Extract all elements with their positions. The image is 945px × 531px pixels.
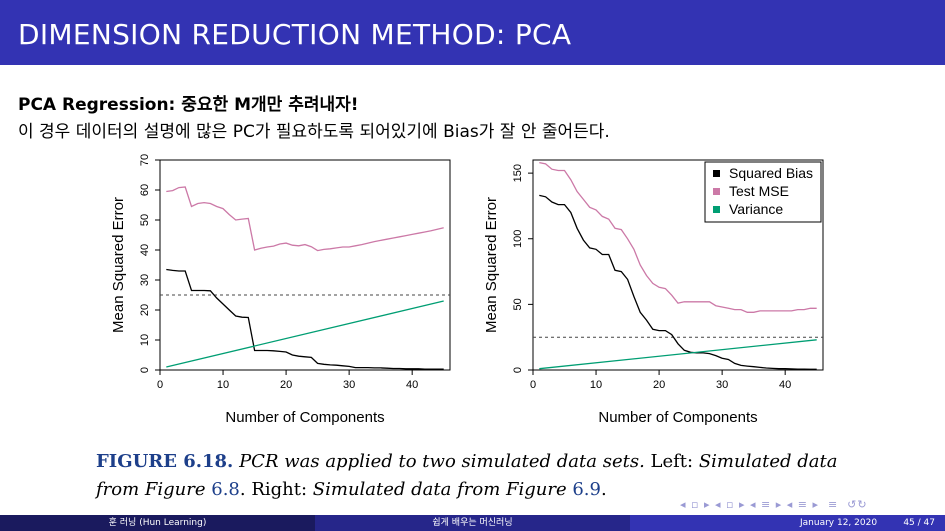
series-line-bias	[539, 194, 817, 370]
chart-left: 0 10 20 30 40 0 10 20 30 40 50 60 70 Number of Compon…	[110, 154, 451, 426]
series-line-bias	[166, 268, 444, 370]
plot-frame	[159, 159, 451, 371]
caption-ref-1[interactable]: 6.8	[211, 479, 240, 500]
footer-author: 훈 러닝 (Hun Learning)	[0, 515, 315, 531]
footer-course: 쉽게 배우는 머신러닝	[315, 515, 630, 531]
footer-info: January 12, 2020 45 / 47	[630, 515, 945, 531]
y-tick-label-2: 20	[139, 304, 151, 316]
series-line-variance	[539, 339, 817, 370]
footer: 훈 러닝 (Hun Learning) 쉽게 배우는 머신러닝 January …	[0, 515, 945, 531]
x-tick-label-1: 10	[217, 379, 229, 391]
title-bar: DIMENSION REDUCTION METHOD: PCA	[0, 0, 945, 65]
legend-swatch-0	[713, 170, 720, 177]
y-tick-label-2: 100	[512, 230, 524, 248]
legend-label-1: Test MSE	[729, 183, 789, 199]
x-tick-label-2: 20	[653, 379, 665, 391]
y-axis-label: Mean Squared Error	[483, 197, 500, 333]
series-line-test	[539, 161, 817, 313]
y-tick-label-3: 30	[139, 274, 151, 286]
caption-label: FIGURE 6.18.	[96, 451, 234, 472]
caption-part2: Left:	[650, 451, 694, 472]
chart-right: 0 10 20 30 40 0 50 100 150 Number of Components Me…	[483, 159, 824, 426]
y-tick-label-4: 40	[139, 244, 151, 256]
y-tick-label-3: 150	[512, 164, 524, 182]
x-axis-label: Number of Components	[598, 409, 757, 426]
y-tick-label-7: 70	[139, 154, 151, 166]
x-tick-label-3: 30	[343, 379, 355, 391]
slide-heading: PCA Regression: 중요한 M개만 추려내자!	[18, 95, 359, 115]
y-tick-label-6: 60	[139, 184, 151, 196]
caption-part6: .	[601, 479, 607, 500]
footer-date: January 12, 2020	[800, 518, 878, 528]
caption-ref-2[interactable]: 6.9	[572, 479, 601, 500]
x-tick-label-0: 0	[530, 379, 536, 391]
x-tick-label-3: 30	[716, 379, 728, 391]
y-tick-label-0: 0	[139, 367, 151, 373]
legend-label-0: Squared Bias	[729, 165, 813, 181]
y-tick-label-1: 50	[512, 298, 524, 310]
legend-swatch-2	[713, 206, 720, 213]
x-tick-label-4: 40	[779, 379, 791, 391]
plot-frame	[532, 159, 824, 371]
x-tick-label-4: 40	[406, 379, 418, 391]
x-axis-label: Number of Components	[225, 409, 384, 426]
y-tick-label-5: 50	[139, 214, 151, 226]
y-tick-label-0: 0	[512, 367, 524, 373]
slide-body-text: 이 경우 데이터의 설명에 많은 PC가 필요하도록 되어있기에 Bias가 잘…	[18, 122, 610, 142]
caption-part5: Simulated data from Figure	[312, 479, 567, 500]
legend-box	[704, 161, 822, 223]
series-line-test	[166, 186, 444, 252]
figure-caption: FIGURE 6.18. PCR was applied to two simu…	[96, 448, 856, 504]
y-axis-label: Mean Squared Error	[110, 197, 127, 333]
caption-part1: PCR was applied to two simulated data se…	[239, 451, 645, 472]
series-line-variance	[166, 300, 444, 368]
beamer-nav-icons[interactable]: ◂ ▫ ▸ ◂ ▫ ▸ ◂ ≡ ▸ ◂ ≡ ▸ ≡ ↺↻	[680, 498, 868, 511]
y-tick-label-1: 10	[139, 334, 151, 346]
footer-page-number: 45 / 47	[903, 518, 935, 528]
slide-title: DIMENSION REDUCTION METHOD: PCA	[18, 18, 572, 51]
x-tick-label-0: 0	[157, 379, 163, 391]
caption-part3: Simulated data from Figure	[96, 451, 838, 500]
x-tick-label-2: 20	[280, 379, 292, 391]
legend-swatch-1	[713, 188, 720, 195]
x-tick-label-1: 10	[590, 379, 602, 391]
legend-label-2: Variance	[729, 201, 783, 217]
caption-part4: . Right:	[239, 479, 308, 500]
